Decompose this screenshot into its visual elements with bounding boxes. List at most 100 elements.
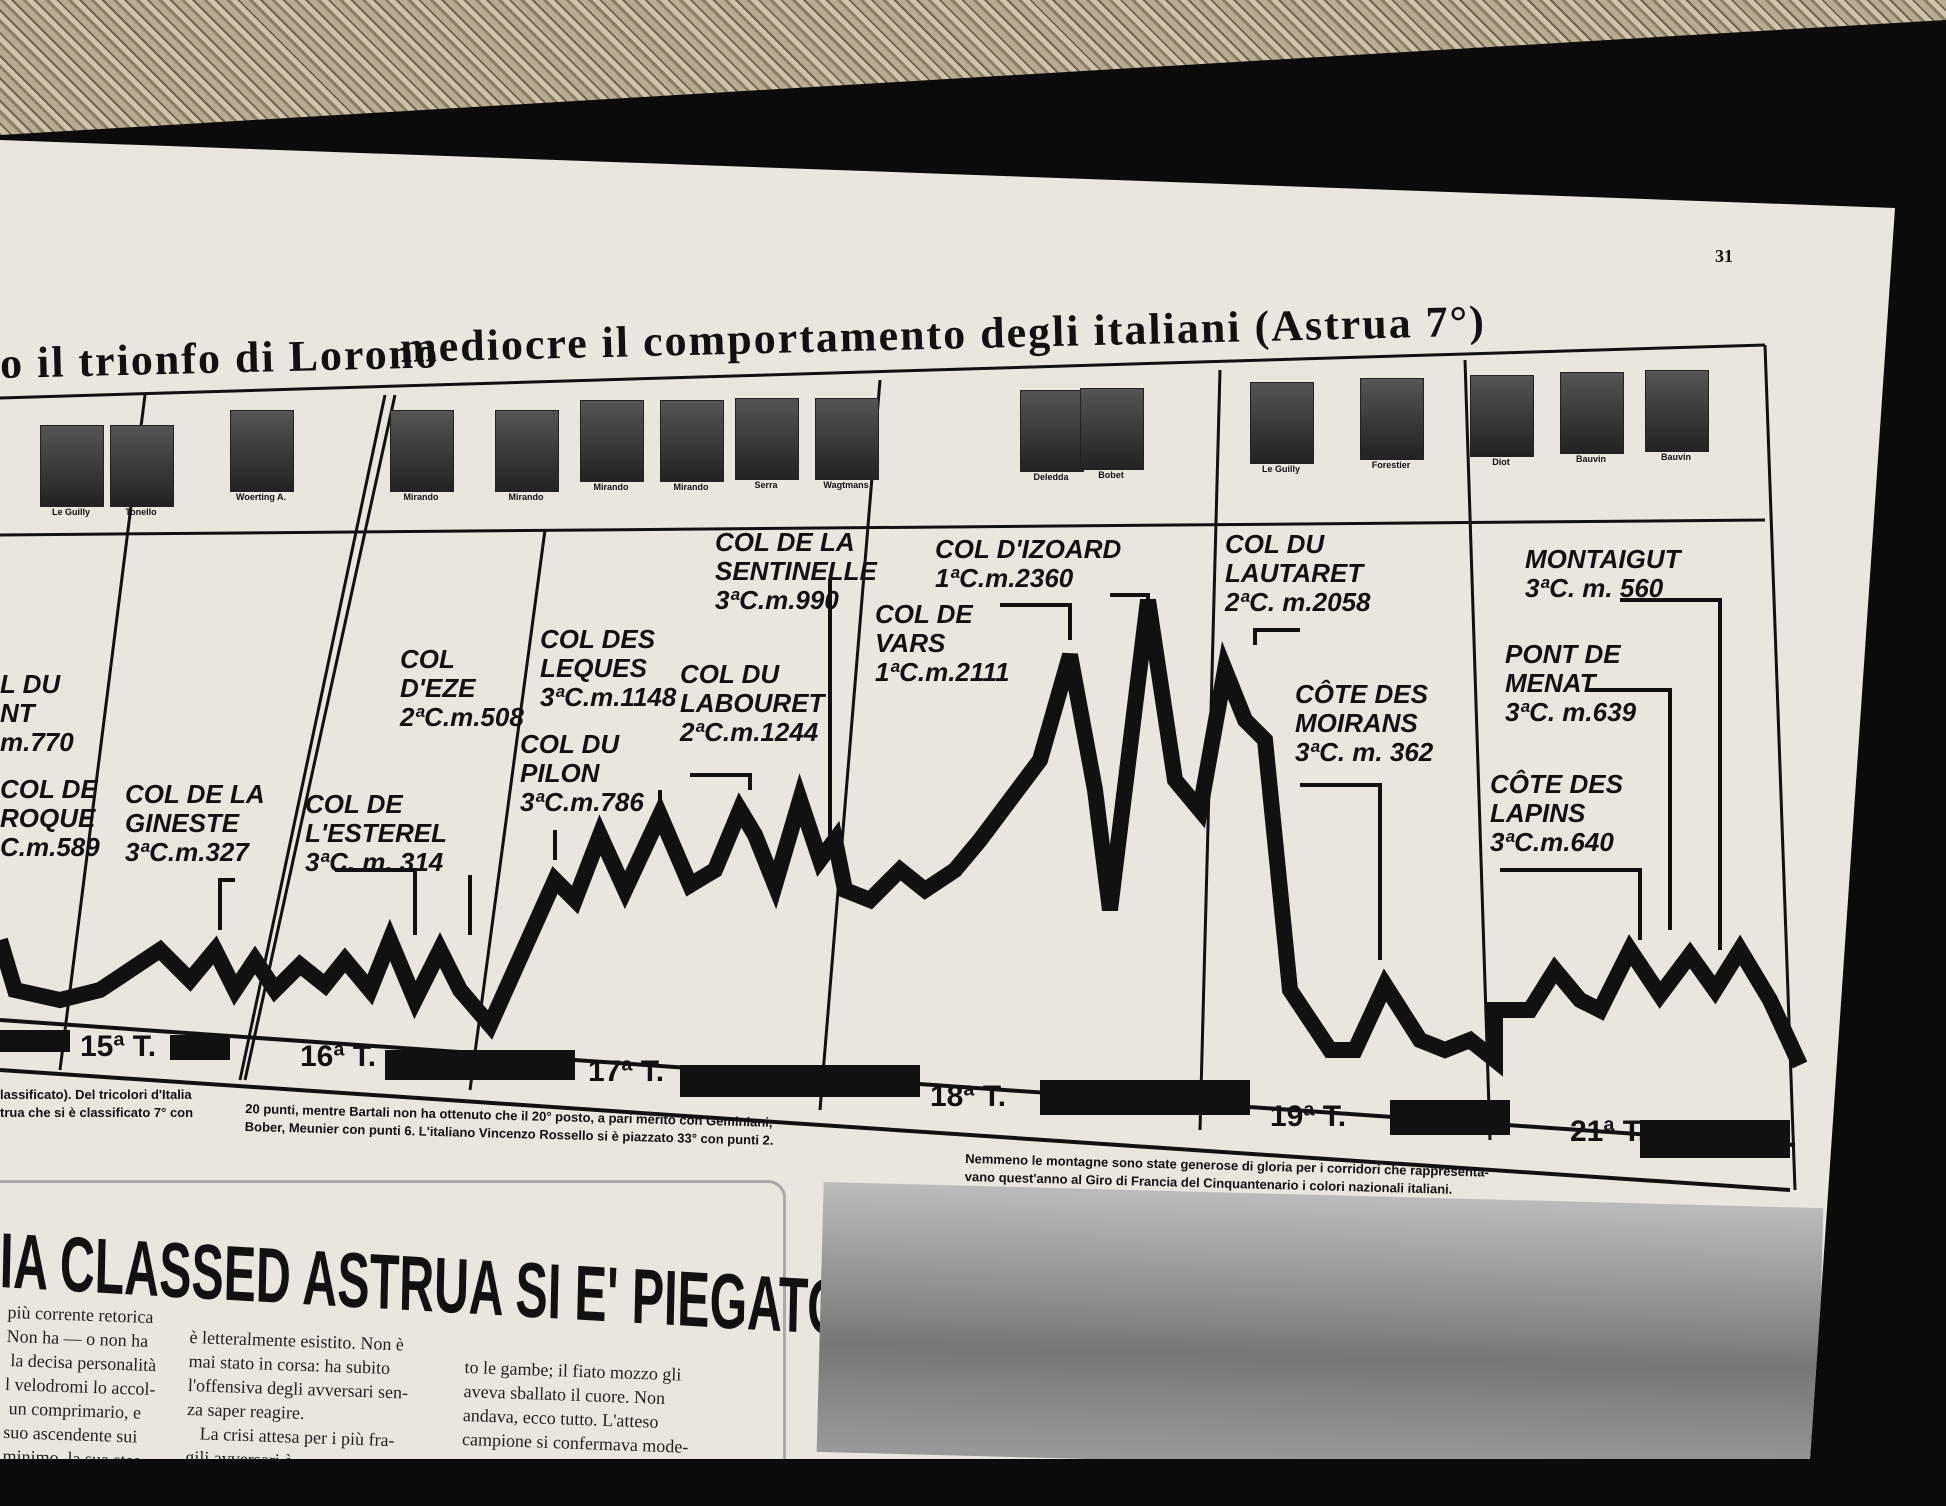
climb-label: COL DE LA SENTINELLE 3ªC.m.990 — [715, 528, 877, 615]
climb-pointer-arrow — [1620, 598, 1722, 950]
climb-category-altitude: 3ªC. m. 314 — [305, 847, 444, 877]
rider-name: Forestier — [1371, 460, 1411, 470]
climb-category-altitude: 3ªC. m.639 — [1505, 697, 1637, 727]
rider-name: Bauvin — [1575, 454, 1606, 464]
profile-diagram — [0, 343, 1808, 1192]
caption-line: trua che si è classificato 7° con — [0, 1105, 194, 1120]
climb-category-altitude: 3ªC.m.786 — [520, 787, 644, 817]
rider-photo: Le Guilly — [1250, 382, 1321, 474]
stage-bar — [1390, 1100, 1510, 1135]
rider-portrait — [1645, 370, 1709, 452]
climb-pointer-arrow — [1300, 783, 1382, 960]
page-number: 31 — [1715, 246, 1733, 266]
rider-portrait — [1020, 390, 1084, 472]
climb-name: L DU NT — [0, 669, 61, 728]
stage-label: 18ª T. — [930, 1080, 1007, 1113]
climb-category-altitude: 3ªC.m.1148 — [540, 682, 677, 712]
climb-category-altitude: C.m.589 — [0, 832, 100, 862]
climb-label: PONT DE MENAT 3ªC. m.639 — [1505, 640, 1636, 727]
climb-name: PONT DE MENAT — [1505, 639, 1621, 698]
caption-left: lassificato). Del tricolori d'Italia tru… — [0, 1086, 193, 1122]
rider-portrait — [1470, 375, 1534, 457]
climb-pointer-arrow — [1000, 603, 1072, 640]
climb-label: COL D'IZOARD 1ªC.m.2360 — [935, 535, 1121, 593]
climb-name: CÔTE DES LAPINS — [1490, 769, 1623, 828]
article-column-2: è letteralmente esistito. Non è mai stat… — [185, 1326, 409, 1472]
stage-label: 19ª T. — [1270, 1100, 1347, 1133]
rider-photo: Mirando — [390, 410, 461, 502]
climb-name: CÔTE DES MOIRANS — [1295, 679, 1428, 738]
stage-label: 16ª T. — [300, 1040, 377, 1073]
rider-name: Mirando — [673, 482, 709, 492]
climb-name: COL DE VARS — [875, 599, 973, 658]
climb-pointer-arrow — [1500, 868, 1642, 940]
climb-category-altitude: 1ªC.m.2111 — [875, 657, 1010, 687]
climb-pointer-arrow — [1253, 628, 1300, 645]
stage-bar — [385, 1050, 575, 1080]
climb-name: COL DE L'ESTEREL — [305, 789, 447, 848]
climb-name: COL DU LAUTARET — [1225, 529, 1364, 588]
rider-portrait — [230, 410, 294, 492]
rider-name: Woerting A. — [236, 492, 286, 502]
rider-portrait — [735, 398, 799, 480]
climb-name: COL D'EZE — [400, 644, 476, 703]
rider-portrait — [390, 410, 454, 492]
rider-name: Mirando — [508, 492, 544, 502]
rider-name: Mirando — [403, 492, 439, 502]
rider-name: Wagtmans — [823, 480, 869, 490]
rider-photo: Bauvin — [1560, 372, 1631, 464]
climb-category-altitude: 3ªC. m. 362 — [1295, 737, 1434, 767]
rider-portrait — [660, 400, 724, 482]
climb-label: COL DE L'ESTEREL 3ªC. m. 314 — [305, 790, 447, 877]
climb-category-altitude: 3ªC.m.990 — [715, 585, 839, 615]
climb-category-altitude: 3ªC. m. 560 — [1525, 573, 1664, 603]
climb-name: COL DU LABOURET — [680, 659, 825, 718]
rider-name: Bauvin — [1660, 452, 1691, 462]
magazine-page: 31 o il trionfo di Lorono mediocre il co… — [0, 140, 1895, 1459]
climb-category-altitude: 2ªC.m.508 — [400, 702, 524, 732]
rider-photo: Mirando — [660, 400, 731, 492]
rider-name: Diot — [1492, 457, 1510, 467]
rider-photo: Bauvin — [1645, 370, 1716, 462]
rider-portrait — [580, 400, 644, 482]
climb-pointer-arrow — [218, 878, 235, 930]
frame-line — [58, 394, 147, 1071]
climb-label: COL DU PILON 3ªC.m.786 — [520, 730, 644, 817]
climb-name: COL DE ROQUE — [0, 774, 98, 833]
rider-photo: Serra — [735, 398, 806, 490]
climb-label: COL DU LAUTARET 2ªC. m.2058 — [1225, 530, 1371, 617]
rider-portrait — [1360, 378, 1424, 460]
rider-portrait — [40, 425, 104, 507]
rider-photo: Deledda — [1020, 390, 1091, 482]
climb-pointer-arrow — [690, 773, 752, 790]
article-box — [0, 1180, 786, 1459]
article-column-1: più corrente retorica Non ha — o non ha … — [2, 1301, 157, 1471]
rider-photo: Forestier — [1360, 378, 1431, 470]
climb-pointer-arrow — [1110, 593, 1150, 610]
climb-label: COL DU LABOURET 2ªC.m.1244 — [680, 660, 824, 747]
article-column-3: to le gambe; il fiato mozzo gli aveva sb… — [460, 1356, 689, 1475]
rider-name: Deledda — [1033, 472, 1069, 482]
frame-line — [0, 518, 1766, 537]
climb-category-altitude: 1ªC.m.2360 — [935, 563, 1074, 593]
climb-label: COL DE LA GINESTE 3ªC.m.327 — [125, 780, 265, 867]
rider-name: Le Guilly — [1261, 464, 1300, 474]
frame-line — [1463, 359, 1492, 1141]
climb-label: COL DE VARS 1ªC.m.2111 — [875, 600, 1009, 687]
stage-label: 17ª T. — [588, 1055, 665, 1088]
climb-category-altitude: 3ªC.m.640 — [1490, 827, 1614, 857]
climb-category-altitude: 2ªC.m.1244 — [680, 717, 819, 747]
rider-name: Tonello — [125, 507, 157, 517]
rider-photo: Mirando — [495, 410, 566, 502]
climb-name: COL DU PILON — [520, 729, 620, 788]
frame-line — [0, 343, 1766, 400]
caption-line: lassificato). Del tricolori d'Italia — [0, 1087, 192, 1102]
stage-bar — [680, 1065, 920, 1097]
rider-photo: Bobet — [1080, 388, 1151, 480]
rider-photo: Woerting A. — [230, 410, 301, 502]
stage-bar — [0, 1030, 70, 1052]
climb-category-altitude: m.770 — [0, 727, 74, 757]
climb-label: CÔTE DES LAPINS 3ªC.m.640 — [1490, 770, 1623, 857]
climb-pointer-arrow — [1585, 688, 1672, 930]
rider-name: Le Guilly — [51, 507, 90, 517]
